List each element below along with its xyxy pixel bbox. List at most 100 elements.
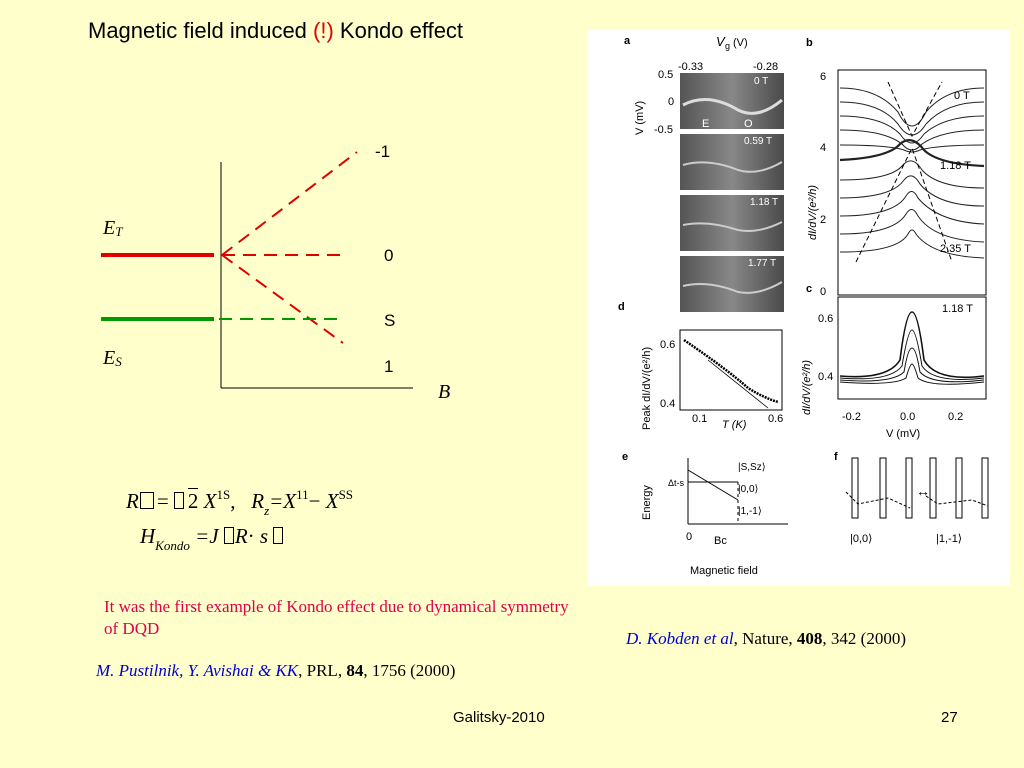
panel-b-ytick-1: 4 <box>820 142 826 154</box>
panel-a-label-o: O <box>744 118 753 130</box>
formula-dot: · <box>247 524 260 548</box>
panel-c-ytick-0: 0.6 <box>818 313 833 325</box>
panel-d-xtick-1: 0.6 <box>768 413 783 425</box>
panel-b-ytick-0: 6 <box>820 71 826 83</box>
panel-b-curves <box>839 87 985 259</box>
panel-c-xtick-2: 0.2 <box>948 411 963 423</box>
es-sub: S <box>115 354 122 369</box>
panel-b-frame <box>837 69 987 296</box>
panel-b-dash-top <box>887 81 943 138</box>
level-label-s: S <box>384 311 396 330</box>
singlet-energy-label: ES <box>103 347 122 370</box>
formula-sqrt2: 2 <box>187 488 199 513</box>
ref-left-rest: , 1756 (2000) <box>363 661 456 680</box>
footer-author: Galitsky-2010 <box>453 709 545 726</box>
panel-f-letter: f <box>834 451 838 463</box>
formula-r3: R <box>234 524 248 548</box>
panel-e-letter: e <box>622 451 628 463</box>
panel-d-xlabel: T (K) <box>722 419 747 431</box>
panel-c-ytick-1: 0.4 <box>818 371 833 383</box>
panel-a-xtick-left: -0.33 <box>678 61 703 73</box>
triplet-energy-label: ET <box>103 217 122 240</box>
ref-right-authors: D. Kobden et al <box>626 629 734 648</box>
panel-a-ridge-2 <box>682 161 783 173</box>
panel-a-ridge-3 <box>682 221 783 232</box>
ref-left-volume: 84 <box>346 661 364 680</box>
panel-e-delta: Δt-s <box>668 478 685 488</box>
level-label-1: 1 <box>384 357 394 376</box>
panel-a-field-2: 1.18 T <box>750 197 778 208</box>
ref-left-journal: , PRL, <box>298 661 347 680</box>
panel-b-ytick-3: 0 <box>820 286 826 298</box>
experimental-figure: a V g (V) -0.33 -0.28 V (mV) 0.5 0 -0.5 … <box>588 30 1010 586</box>
panel-a-label-e: E <box>702 118 709 130</box>
panel-a-field-0: 0 T <box>754 76 768 87</box>
panel-a-ytick-0: 0.5 <box>658 69 673 81</box>
panel-c-frame <box>837 296 987 400</box>
panel-a-xlabel-sub: g <box>725 41 730 51</box>
panel-a-ylabel: V (mV) <box>634 101 646 135</box>
title-exclamation: (!) <box>313 18 334 43</box>
ref-right-volume: 408 <box>796 629 823 648</box>
triplet-branch-1 <box>221 254 344 344</box>
title-text-post: Kondo effect <box>333 18 464 43</box>
formula-comma: , <box>230 489 236 513</box>
panel-d-ylabel: Peak dI/dV/(e²/h) <box>641 347 653 430</box>
slide-title: Magnetic field induced (!) Kondo effect <box>88 18 463 44</box>
panel-b-dash-bottom <box>855 146 953 263</box>
level-label-0: 0 <box>384 246 394 265</box>
panel-e-line-11 <box>687 469 739 501</box>
panel-a-xunit: (V) <box>733 37 748 49</box>
panel-c-xlabel: V (mV) <box>886 428 920 440</box>
formula-line-2: HKondo =J R· s <box>140 524 284 554</box>
panel-d-xtick-0: 0.1 <box>692 413 707 425</box>
panel-d-ytick-1: 0.4 <box>660 398 675 410</box>
ref-right-journal: , Nature, <box>733 629 797 648</box>
panel-e-state-0: |S,Sz⟩ <box>738 462 766 473</box>
zeeman-level-diagram <box>101 151 413 389</box>
formula-sub-z: z <box>264 503 270 518</box>
kondo-note: It was the first example of Kondo effect… <box>104 597 569 638</box>
panel-c-xtick-1: 0.0 <box>900 411 915 423</box>
ref-right-rest: , 342 (2000) <box>822 629 906 648</box>
vector-arrow-placeholder-2 <box>223 527 234 544</box>
formula-sub-kondo: Kondo <box>155 538 190 553</box>
panel-f-level-right <box>925 495 989 507</box>
panel-f-wells <box>851 457 989 519</box>
panel-b-ytick-2: 2 <box>820 214 826 226</box>
page-number: 27 <box>941 709 958 726</box>
panel-b-ylabel: dI/dV/(e²/h) <box>807 185 819 240</box>
title-text-pre: Magnetic field induced <box>88 18 314 43</box>
panel-e-x0: 0 <box>686 531 692 543</box>
panel-a-field-1: 0.59 T <box>744 136 772 147</box>
reference-kobden: D. Kobden et al, Nature, 408, 342 (2000) <box>626 629 906 649</box>
panel-a-field-3: 1.77 T <box>748 258 776 269</box>
panel-f-state-0: |0,0⟩ <box>850 533 872 545</box>
formula-minus: − <box>308 489 326 513</box>
panel-c-ylabel: dI/dV/(e²/h) <box>801 360 813 415</box>
panel-f-level-left <box>845 491 911 509</box>
panel-a-ridge-1 <box>682 98 783 115</box>
formula-r: R <box>126 489 139 513</box>
vector-arrow-placeholder-3 <box>273 527 284 544</box>
panel-b-field-1: 1.18 T <box>940 160 971 172</box>
panel-a-xtick-right: -0.28 <box>753 61 778 73</box>
panel-e-bc: Bc <box>714 535 727 547</box>
formula-sup-11: 11 <box>296 487 309 502</box>
level-label-minus1: -1 <box>375 142 391 161</box>
panel-b-field-2: 2.35 T <box>940 243 971 255</box>
formula-s: s <box>259 524 269 548</box>
panel-b-field-0: 0 T <box>954 90 970 102</box>
field-axis-label: B <box>438 381 451 403</box>
panel-e-state-2: |1,-1⟩ <box>738 506 762 517</box>
et-sub: T <box>115 224 123 239</box>
es-main: E <box>103 347 116 369</box>
formula-eqx: =X <box>269 489 297 513</box>
panel-e-state-1: |0,0⟩ <box>738 484 758 495</box>
formula-x2: X <box>325 489 339 513</box>
formula-eq: = <box>156 489 174 513</box>
panel-e-ylabel: Energy <box>641 485 653 520</box>
panel-c-curves <box>839 311 985 385</box>
panel-f-state-1: |1,-1⟩ <box>936 533 962 545</box>
panel-a-letter: a <box>624 35 631 47</box>
